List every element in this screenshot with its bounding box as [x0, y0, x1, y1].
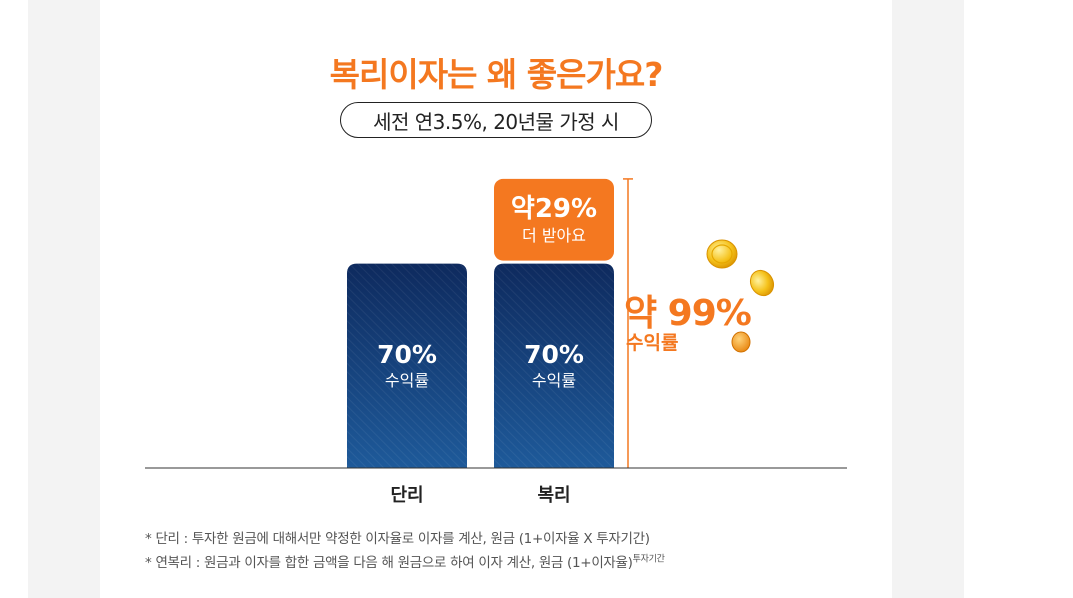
coin-icon [749, 269, 775, 297]
bar-simple-base [347, 263, 467, 468]
coins-decoration [706, 239, 775, 353]
extra-return-label: 약29% 더 받아요 [494, 193, 614, 247]
data-label-compound-value: 70% [524, 339, 584, 369]
data-label-compound-caption: 수익률 [531, 370, 577, 390]
total-return-caption: 수익률 [626, 332, 679, 354]
data-label-simple: 70% 수익률 [347, 340, 467, 392]
category-label-compound: 복리 [537, 485, 571, 506]
right-margin [892, 0, 964, 598]
footnote-compound-interest: * 연복리 : 원금과 이자를 합한 금액을 다음 해 원금으로 하여 이자 계… [145, 551, 665, 572]
total-bracket [623, 178, 633, 468]
data-label-simple-value: 70% [377, 339, 437, 369]
footnote-exponent: 투자기간 [632, 554, 665, 565]
footnote-compound-text: * 연복리 : 원금과 이자를 합한 금액을 다음 해 원금으로 하여 이자 계… [145, 555, 633, 571]
data-label-compound: 70% 수익률 [494, 340, 614, 392]
extra-return-caption: 더 받아요 [522, 225, 586, 245]
extra-return-value: 약29% [510, 193, 598, 224]
coin-icon [731, 331, 751, 353]
assumption-text: 세전 연3.5%, 20년물 가정 시 [373, 109, 619, 134]
data-label-simple-caption: 수익률 [384, 370, 430, 390]
left-margin [28, 0, 100, 598]
page-title: 복리이자는 왜 좋은가요? [329, 55, 664, 94]
bar-compound-extra [494, 178, 614, 261]
assumption-pill: 세전 연3.5%, 20년물 가정 시 [340, 102, 652, 138]
bar-compound-base [494, 263, 614, 468]
total-return-value: 약 99% [624, 293, 752, 334]
coin-icon [706, 239, 738, 269]
category-label-simple: 단리 [390, 485, 424, 506]
footnote-simple-interest: * 단리 : 투자한 원금에 대해서만 약정한 이자율로 이자를 계산, 원금 … [145, 531, 650, 547]
